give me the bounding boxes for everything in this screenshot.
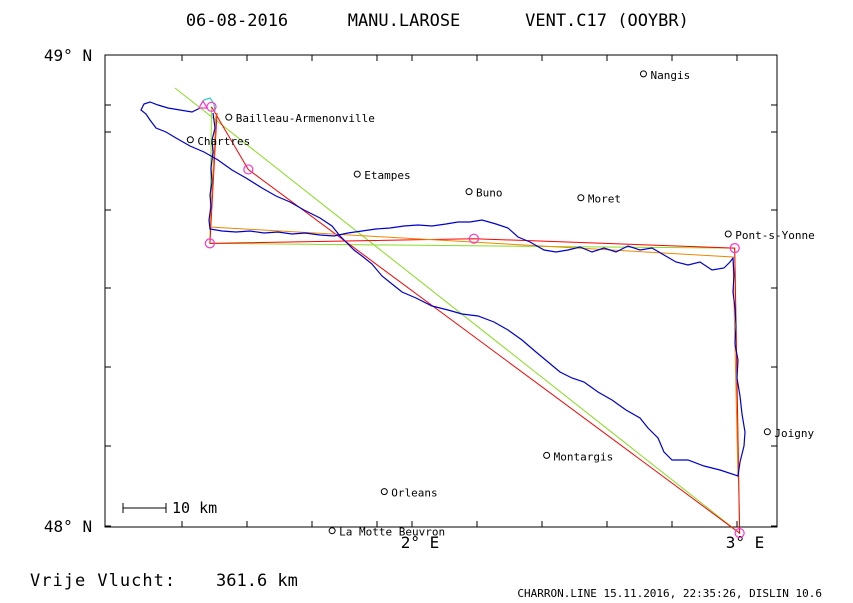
place-marker: [577, 194, 585, 202]
place-marker: [763, 428, 771, 436]
place-label: Moret: [588, 193, 621, 206]
axis-ticks: [105, 55, 777, 527]
place-marker: [724, 230, 732, 238]
lon-label-3e: 3° E: [726, 533, 765, 552]
place-marker: [543, 451, 551, 459]
place-label: La Motte Beuvron: [339, 526, 445, 539]
scale-bar-label: 10 km: [172, 499, 217, 517]
credits: CHARRON.LINE 15.11.2016, 22:35:26, DISLI…: [517, 587, 822, 600]
turnpoint-marker: [729, 243, 740, 254]
scale-bar: 10 km: [122, 499, 217, 517]
task-line-green: [174, 87, 741, 535]
glider-id: VENT.C17 (OOYBR): [525, 11, 689, 31]
place-label: Etampes: [364, 169, 410, 182]
turnpoint-marker: [204, 238, 215, 249]
distance-value: 361.6 km: [216, 571, 298, 591]
turnpoint-markers: [197, 99, 745, 539]
turnpoint-marker: [734, 527, 745, 539]
place-marker: [465, 188, 473, 196]
place-label: Bailleau-Armenonville: [236, 112, 375, 125]
gps-track: [140, 101, 746, 477]
task-line-red: [209, 106, 741, 535]
start-marker: [197, 99, 209, 109]
place-marker: [380, 488, 388, 496]
lon-label-2e: 2° E: [401, 533, 440, 552]
task-line-orange: [209, 113, 739, 479]
flight-date: 06-08-2016: [186, 11, 288, 31]
place-label: Montargis: [554, 450, 614, 463]
pilot-name: MANU.LAROSE: [348, 11, 461, 31]
place-label: Chartres: [197, 135, 250, 148]
place-label: Nangis: [650, 69, 690, 82]
place-labels: Nangis Bailleau-Armenonville Chartres Etamp…: [186, 69, 815, 539]
turnpoint-marker: [243, 164, 254, 175]
place-marker: [328, 527, 336, 535]
place-label: Buno: [476, 187, 503, 200]
place-label: Joigny: [774, 427, 814, 440]
place-marker: [353, 170, 361, 178]
map-frame: [104, 54, 778, 528]
lat-label-bottom: 48° N: [44, 517, 92, 536]
place-marker: [186, 136, 194, 144]
turnpoint-marker: [468, 233, 480, 244]
place-marker: [225, 113, 233, 121]
place-label: Orleans: [391, 487, 437, 500]
lat-label-top: 49° N: [44, 46, 92, 65]
place-marker: [639, 70, 647, 78]
distance-label: Vrije Vlucht:: [30, 571, 176, 591]
place-label: Pont-s-Yonne: [735, 229, 814, 242]
